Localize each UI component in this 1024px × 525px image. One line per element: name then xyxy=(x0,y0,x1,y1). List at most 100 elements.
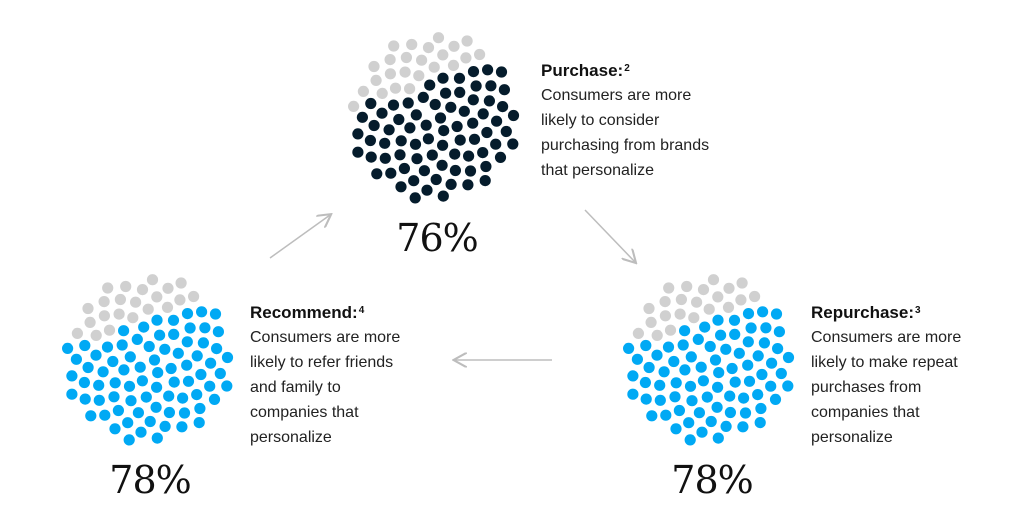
percent-dot xyxy=(729,376,741,388)
percent-dot xyxy=(90,349,102,361)
recommend-percent: 78% xyxy=(109,458,191,502)
percent-dot xyxy=(221,380,233,392)
remainder-dot xyxy=(448,40,460,52)
percent-dot xyxy=(138,321,150,333)
percent-dot xyxy=(658,366,670,378)
percent-dot xyxy=(404,122,416,134)
percent-dot xyxy=(729,328,741,340)
percent-dot xyxy=(693,407,705,419)
percent-dot xyxy=(733,347,745,359)
percent-dot xyxy=(754,417,766,429)
remainder-dot xyxy=(663,282,675,294)
percent-dot xyxy=(194,402,206,415)
remainder-dot xyxy=(432,32,445,44)
remainder-dot xyxy=(120,280,132,293)
remainder-dot xyxy=(370,74,382,86)
remainder-dot xyxy=(712,291,724,303)
percent-dot xyxy=(418,165,430,177)
recommend-title: Recommend:4 xyxy=(250,300,450,325)
description-line: Consumers are more xyxy=(541,87,692,104)
percent-dot xyxy=(684,434,696,446)
percent-dot xyxy=(420,119,432,131)
remainder-dot xyxy=(722,301,735,313)
percent-dot xyxy=(673,404,685,417)
percent-dot xyxy=(627,388,639,400)
percent-dot xyxy=(745,322,757,334)
percent-dot xyxy=(677,339,689,351)
remainder-dot xyxy=(71,327,83,339)
description-line: personalize xyxy=(250,429,332,446)
percent-dot xyxy=(623,342,635,354)
percent-dot xyxy=(398,162,410,175)
percent-dot xyxy=(371,168,383,180)
arrow-purchase-to-repurchase xyxy=(584,209,635,262)
remainder-dot xyxy=(82,302,94,315)
percent-dot xyxy=(383,124,395,136)
percent-dot xyxy=(135,426,147,438)
percent-dot xyxy=(82,361,94,374)
percent-dot xyxy=(453,72,466,84)
remainder-dot xyxy=(103,324,116,336)
percent-dot xyxy=(668,355,680,368)
percent-dot xyxy=(195,368,207,381)
percent-dot xyxy=(468,133,481,145)
description-line: purchases from xyxy=(811,379,922,396)
percent-dot xyxy=(181,336,193,348)
percent-dot xyxy=(62,342,74,354)
percent-dot xyxy=(760,322,772,334)
remainder-dot xyxy=(146,274,159,286)
title-text: Purchase: xyxy=(541,61,624,80)
remainder-dot xyxy=(384,68,396,80)
percent-dot xyxy=(191,389,203,401)
percent-dot xyxy=(204,380,216,392)
percent-dot xyxy=(627,370,639,382)
remainder-dot xyxy=(422,42,435,54)
percent-dot xyxy=(151,432,163,444)
percent-dot xyxy=(742,308,755,320)
percent-dot xyxy=(177,392,189,404)
description-line: likely to refer friends xyxy=(250,354,394,371)
percent-dot xyxy=(112,404,124,417)
percent-dot xyxy=(712,432,724,444)
percent-dot xyxy=(159,343,171,355)
percent-dot xyxy=(211,343,223,355)
percent-dot xyxy=(752,389,764,401)
percent-dot xyxy=(191,350,203,362)
percent-dot xyxy=(491,115,503,127)
percent-dot xyxy=(507,109,520,122)
percent-dot xyxy=(356,111,368,123)
description-line: Consumers are more xyxy=(811,329,962,346)
remainder-dot xyxy=(651,329,663,341)
percent-dot xyxy=(438,125,450,137)
percent-dot xyxy=(646,410,658,422)
repurchase-title: Repurchase:3 xyxy=(811,300,1011,325)
remainder-dot xyxy=(437,49,449,61)
remainder-dot xyxy=(736,277,748,289)
remainder-dot xyxy=(161,301,174,313)
footnote-marker: 3 xyxy=(914,305,921,316)
percent-dot xyxy=(742,336,754,348)
description-line: personalize xyxy=(811,429,893,446)
percent-dot xyxy=(728,314,741,326)
percent-dot xyxy=(782,351,795,364)
purchase-dot-chart xyxy=(348,32,520,204)
percent-dot xyxy=(686,395,698,407)
percent-dot xyxy=(669,391,681,403)
percent-dot xyxy=(709,354,722,366)
percent-dot xyxy=(720,420,732,432)
remainder-dot xyxy=(384,54,396,66)
percent-dot xyxy=(387,99,400,111)
remainder-dot xyxy=(460,52,472,64)
remainder-dot xyxy=(632,327,644,339)
percent-dot xyxy=(738,392,750,404)
remainder-dot xyxy=(151,291,163,303)
repurchase-description: Repurchase:3 Consumers are more likely to… xyxy=(811,300,1011,450)
percent-dot xyxy=(376,107,388,119)
percent-dot xyxy=(757,306,769,318)
percent-dot xyxy=(107,355,119,368)
remainder-dot xyxy=(84,316,96,328)
description-line: Consumers are more xyxy=(250,329,401,346)
remainder-dot xyxy=(659,310,671,322)
percent-dot xyxy=(118,325,130,337)
